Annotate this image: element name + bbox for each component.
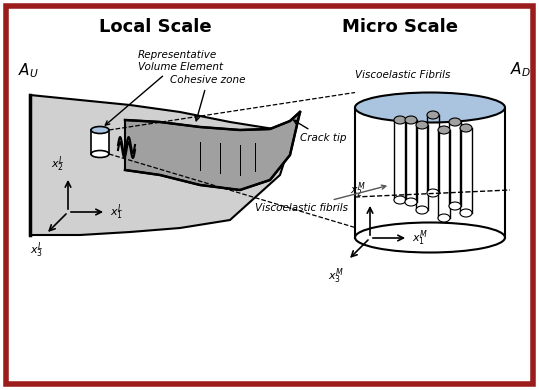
Text: Crack tip: Crack tip <box>294 120 347 143</box>
Ellipse shape <box>416 206 428 214</box>
Ellipse shape <box>394 196 406 204</box>
Ellipse shape <box>449 118 461 126</box>
Ellipse shape <box>460 124 472 132</box>
Ellipse shape <box>91 151 109 158</box>
Polygon shape <box>30 95 300 235</box>
Text: Viscoelastic fibrils: Viscoelastic fibrils <box>255 185 386 213</box>
Ellipse shape <box>405 198 417 206</box>
Polygon shape <box>125 112 300 190</box>
Text: $x_2^M$: $x_2^M$ <box>350 181 366 200</box>
Text: Local Scale: Local Scale <box>99 18 211 36</box>
Ellipse shape <box>394 116 406 124</box>
Text: $x_1^M$: $x_1^M$ <box>412 228 428 248</box>
Ellipse shape <box>460 209 472 217</box>
Ellipse shape <box>427 189 439 197</box>
Text: $x_1^L$: $x_1^L$ <box>110 202 123 222</box>
Text: Cohesive zone: Cohesive zone <box>170 75 245 121</box>
Ellipse shape <box>91 126 109 133</box>
Ellipse shape <box>355 223 505 252</box>
Ellipse shape <box>438 214 450 222</box>
Text: Viscoelastic Fibrils: Viscoelastic Fibrils <box>355 70 451 80</box>
Ellipse shape <box>438 126 450 134</box>
Text: $\boldsymbol{A_U}$: $\boldsymbol{A_U}$ <box>18 61 38 80</box>
Text: $x_3^L$: $x_3^L$ <box>30 240 43 260</box>
Ellipse shape <box>416 121 428 129</box>
Text: $x_3^M$: $x_3^M$ <box>328 266 344 285</box>
Ellipse shape <box>449 202 461 210</box>
Bar <box>91 130 109 154</box>
Text: $x_2^L$: $x_2^L$ <box>51 154 64 174</box>
Text: Micro Scale: Micro Scale <box>342 18 458 36</box>
Text: Representative
Volume Element: Representative Volume Element <box>105 50 223 125</box>
Ellipse shape <box>405 116 417 124</box>
Text: $\boldsymbol{A_D}$: $\boldsymbol{A_D}$ <box>510 61 531 79</box>
Ellipse shape <box>355 92 505 122</box>
Ellipse shape <box>427 111 439 119</box>
